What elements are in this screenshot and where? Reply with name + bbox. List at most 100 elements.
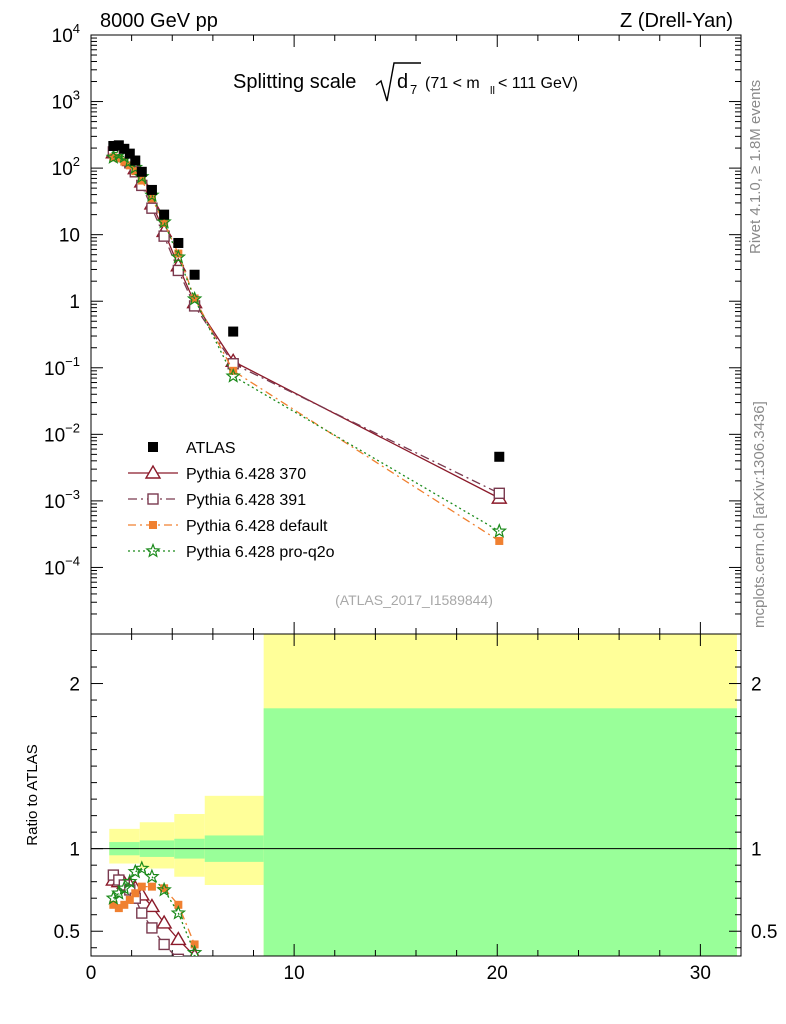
header-energy-label: 8000 GeV pp: [100, 10, 218, 32]
series-point-3: [491, 523, 508, 538]
y-tick-label: 10−1: [44, 354, 80, 380]
atlas-data-point: [124, 148, 135, 159]
legend-marker-0: [144, 464, 162, 479]
legend: ATLAS Pythia 6.428 370 Pythia 6.428 391 Pyt…: [128, 440, 335, 561]
series-line-0: [113, 151, 500, 499]
ratio-point-3: [122, 873, 138, 889]
ratio-point-1: [158, 938, 170, 951]
ratio-tick-label-right: 2: [751, 675, 762, 696]
series-line-1: [113, 151, 500, 494]
ratio-tick-label-left: 2: [69, 675, 80, 696]
ratio-uncertainty-bands: [91, 634, 741, 956]
ratio-point-3: [156, 881, 172, 897]
y-tick-label: 10−4: [44, 553, 80, 579]
atlas-data-point: [108, 140, 119, 151]
series-point-3: [156, 213, 172, 229]
plot-title: Splitting scale d 7 (71 < m ll < 111 GeV…: [233, 62, 578, 102]
ratio-point-2: [120, 900, 129, 909]
x-tick-label: 20: [487, 963, 508, 984]
axes-ticks: 0 10 20 30 10−4 10−3 10−2 10−1 1 10 102 103 104 0.5 0.…: [44, 21, 777, 984]
series-point-1: [146, 202, 158, 214]
x-tick-label: 0: [86, 963, 97, 984]
ratio-point-3: [170, 904, 187, 920]
ratio-point-2: [147, 882, 156, 891]
atlas-data-point: [113, 140, 124, 151]
series-point-1: [493, 487, 505, 500]
ratio-point-3: [186, 944, 203, 956]
sqrt-symbol: [375, 62, 421, 102]
title-subscript: 7: [410, 82, 417, 97]
series-point-1: [172, 264, 185, 277]
atlas-data-point: [119, 143, 130, 154]
legend-label-atlas: ATLAS: [186, 440, 236, 457]
x-tick-label: 30: [690, 963, 711, 984]
ratio-point-2: [137, 882, 146, 891]
legend-marker-2: [149, 521, 157, 529]
header-process-label: Z (Drell-Yan): [620, 10, 733, 32]
ratio-point-3: [116, 880, 133, 895]
series-point-3: [170, 248, 187, 264]
series-point-3: [186, 290, 203, 306]
x-tick-label: 10: [284, 963, 305, 984]
ratio-point-2: [131, 889, 140, 898]
ratio-point-1: [172, 953, 185, 956]
legend-marker-3: [145, 542, 161, 558]
y-tick-label: 10−3: [44, 487, 80, 513]
legend-marker-1: [147, 493, 159, 505]
ratio-point-2: [174, 900, 183, 909]
y-tick-label: 104: [52, 21, 80, 47]
ratio-y-axis-label: Ratio to ATLAS: [24, 744, 41, 845]
y-tick-label: 10: [59, 226, 80, 247]
title-cut-subscript: ll: [490, 85, 495, 97]
atlas-data-point: [146, 184, 157, 195]
ratio-tick-label-left: 0.5: [54, 922, 80, 943]
ratio-point-0: [170, 931, 187, 946]
rivet-version-label: Rivet 4.1.0, ≥ 1.8M events: [747, 80, 764, 254]
series-point-2: [495, 536, 504, 545]
title-symbol: d: [397, 71, 408, 93]
series-point-3: [225, 367, 241, 383]
atlas-data-point: [189, 269, 200, 280]
atlas-data-point: [130, 155, 141, 166]
ratio-tick-label-right: 0.5: [751, 922, 777, 943]
series-line-3: [113, 153, 500, 532]
legend-label-1: Pythia 6.428 391: [186, 492, 306, 509]
atlas-data-point: [494, 451, 505, 462]
band-inner: [263, 708, 737, 956]
ratio-point-0: [143, 898, 161, 913]
ratio-point-3: [127, 863, 144, 879]
ratio-point-1: [190, 959, 200, 969]
title-text: Splitting scale: [233, 71, 356, 93]
legend-label-0: Pythia 6.428 370: [186, 466, 306, 483]
atlas-data-point: [136, 166, 147, 177]
legend-label-2: Pythia 6.428 default: [186, 518, 328, 535]
y-tick-label: 102: [52, 154, 80, 180]
series-line-2: [113, 156, 500, 542]
ratio-point-2: [114, 904, 123, 913]
title-cut: (71 < m: [425, 75, 480, 92]
ratio-point-3: [134, 860, 150, 876]
series-point-2: [120, 157, 129, 166]
reference-label: (ATLAS_2017_I1589844): [335, 592, 493, 608]
ratio-point-2: [190, 940, 199, 949]
ratio-point-2: [160, 884, 169, 893]
y-tick-label: 10−2: [44, 420, 80, 446]
series-point-2: [114, 154, 123, 163]
ratio-series: [105, 860, 203, 969]
ratio-tick-label-right: 1: [751, 840, 762, 861]
series-point-1: [158, 230, 170, 242]
y-tick-label: 103: [52, 88, 80, 114]
series-point-2: [131, 167, 140, 176]
ratio-point-2: [109, 900, 118, 909]
title-cut-end: < 111 GeV): [498, 75, 578, 92]
ratio-point-0: [155, 914, 173, 929]
atlas-data-point: [159, 209, 170, 220]
main-series: [105, 140, 508, 545]
legend-label-3: Pythia 6.428 pro-q2o: [186, 544, 335, 561]
ratio-line-1: [112, 874, 177, 956]
atlas-data-point: [173, 237, 184, 248]
mcplots-label: mcplots.cern.ch [arXiv:1306.3436]: [751, 401, 768, 628]
ratio-point-2: [125, 895, 134, 904]
y-tick-label: 1: [69, 292, 80, 313]
ratio-tick-label-left: 1: [69, 840, 80, 861]
